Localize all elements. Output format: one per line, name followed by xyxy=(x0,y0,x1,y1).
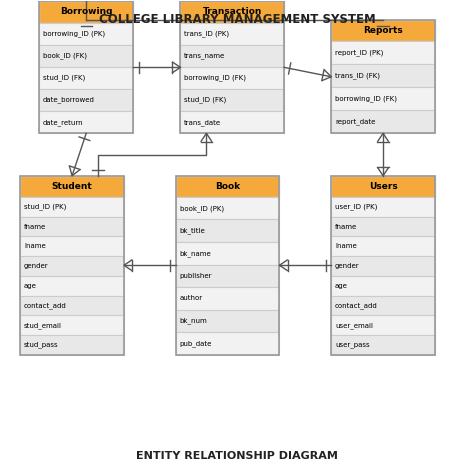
Text: Book: Book xyxy=(215,182,240,191)
Text: report_date: report_date xyxy=(335,118,375,125)
Text: contact_add: contact_add xyxy=(335,302,378,309)
FancyBboxPatch shape xyxy=(331,197,435,217)
FancyBboxPatch shape xyxy=(20,256,124,276)
Text: date_return: date_return xyxy=(43,119,83,126)
Text: lname: lname xyxy=(24,243,46,249)
FancyBboxPatch shape xyxy=(181,67,284,89)
FancyBboxPatch shape xyxy=(39,23,133,45)
Text: bk_title: bk_title xyxy=(180,228,205,234)
FancyBboxPatch shape xyxy=(176,332,279,355)
FancyBboxPatch shape xyxy=(20,315,124,335)
Text: user_ID (PK): user_ID (PK) xyxy=(335,203,377,210)
Text: trans_ID (FK): trans_ID (FK) xyxy=(335,73,380,79)
Text: COLLEGE LIBRARY MANAGEMENT SYSTEM: COLLEGE LIBRARY MANAGEMENT SYSTEM xyxy=(99,13,375,26)
Text: date_borrowed: date_borrowed xyxy=(43,97,95,103)
FancyBboxPatch shape xyxy=(331,110,435,133)
Text: Transaction: Transaction xyxy=(202,8,262,17)
FancyBboxPatch shape xyxy=(331,20,435,41)
FancyBboxPatch shape xyxy=(331,335,435,355)
FancyBboxPatch shape xyxy=(181,23,284,45)
Text: gender: gender xyxy=(24,263,49,269)
FancyBboxPatch shape xyxy=(176,197,279,219)
Text: stud_ID (PK): stud_ID (PK) xyxy=(24,203,66,210)
Text: bk_name: bk_name xyxy=(180,250,211,257)
FancyBboxPatch shape xyxy=(181,45,284,67)
FancyBboxPatch shape xyxy=(181,111,284,133)
FancyBboxPatch shape xyxy=(331,237,435,256)
Text: stud_ID (FK): stud_ID (FK) xyxy=(43,74,85,82)
FancyBboxPatch shape xyxy=(39,67,133,89)
Text: lname: lname xyxy=(335,243,357,249)
Text: Borrowing: Borrowing xyxy=(60,8,112,17)
Text: Student: Student xyxy=(52,182,92,191)
FancyBboxPatch shape xyxy=(176,219,279,242)
FancyBboxPatch shape xyxy=(331,87,435,110)
Text: Reports: Reports xyxy=(363,27,403,36)
FancyBboxPatch shape xyxy=(181,1,284,23)
FancyBboxPatch shape xyxy=(20,237,124,256)
Text: book_ID (PK): book_ID (PK) xyxy=(180,205,224,211)
FancyBboxPatch shape xyxy=(331,41,435,64)
FancyBboxPatch shape xyxy=(39,1,133,23)
Text: trans_name: trans_name xyxy=(184,53,226,59)
Text: borrowing_ID (PK): borrowing_ID (PK) xyxy=(43,30,105,37)
Text: borrowing_ID (FK): borrowing_ID (FK) xyxy=(335,95,397,102)
Text: user_email: user_email xyxy=(335,322,373,328)
Text: trans_ID (PK): trans_ID (PK) xyxy=(184,30,229,37)
FancyBboxPatch shape xyxy=(176,287,279,310)
FancyBboxPatch shape xyxy=(20,335,124,355)
Text: stud_email: stud_email xyxy=(24,322,62,328)
FancyBboxPatch shape xyxy=(20,176,124,197)
Text: ENTITY RELATIONSHIP DIAGRAM: ENTITY RELATIONSHIP DIAGRAM xyxy=(136,451,338,461)
FancyBboxPatch shape xyxy=(20,217,124,237)
Text: book_ID (FK): book_ID (FK) xyxy=(43,53,87,59)
Text: stud_pass: stud_pass xyxy=(24,342,59,348)
FancyBboxPatch shape xyxy=(39,111,133,133)
FancyBboxPatch shape xyxy=(331,315,435,335)
FancyBboxPatch shape xyxy=(331,64,435,87)
FancyBboxPatch shape xyxy=(331,296,435,315)
Text: Users: Users xyxy=(369,182,398,191)
Text: gender: gender xyxy=(335,263,360,269)
Text: contact_add: contact_add xyxy=(24,302,67,309)
Text: trans_date: trans_date xyxy=(184,119,221,126)
Text: fname: fname xyxy=(335,224,357,229)
FancyBboxPatch shape xyxy=(176,264,279,287)
FancyBboxPatch shape xyxy=(20,276,124,296)
FancyBboxPatch shape xyxy=(39,89,133,111)
FancyBboxPatch shape xyxy=(176,310,279,332)
FancyBboxPatch shape xyxy=(331,256,435,276)
FancyBboxPatch shape xyxy=(331,176,435,197)
FancyBboxPatch shape xyxy=(331,217,435,237)
FancyBboxPatch shape xyxy=(39,45,133,67)
FancyBboxPatch shape xyxy=(181,89,284,111)
FancyBboxPatch shape xyxy=(331,276,435,296)
Text: stud_ID (FK): stud_ID (FK) xyxy=(184,97,227,103)
FancyBboxPatch shape xyxy=(20,197,124,217)
Text: report_ID (PK): report_ID (PK) xyxy=(335,50,383,56)
FancyBboxPatch shape xyxy=(176,176,279,197)
Text: bk_num: bk_num xyxy=(180,318,207,324)
Text: age: age xyxy=(335,283,348,289)
Text: author: author xyxy=(180,295,203,301)
FancyBboxPatch shape xyxy=(176,242,279,264)
Text: user_pass: user_pass xyxy=(335,342,370,348)
Text: age: age xyxy=(24,283,37,289)
Text: publisher: publisher xyxy=(180,273,212,279)
FancyBboxPatch shape xyxy=(20,296,124,315)
Text: borrowing_ID (FK): borrowing_ID (FK) xyxy=(184,74,246,82)
Text: fname: fname xyxy=(24,224,46,229)
Text: pub_date: pub_date xyxy=(180,340,212,347)
